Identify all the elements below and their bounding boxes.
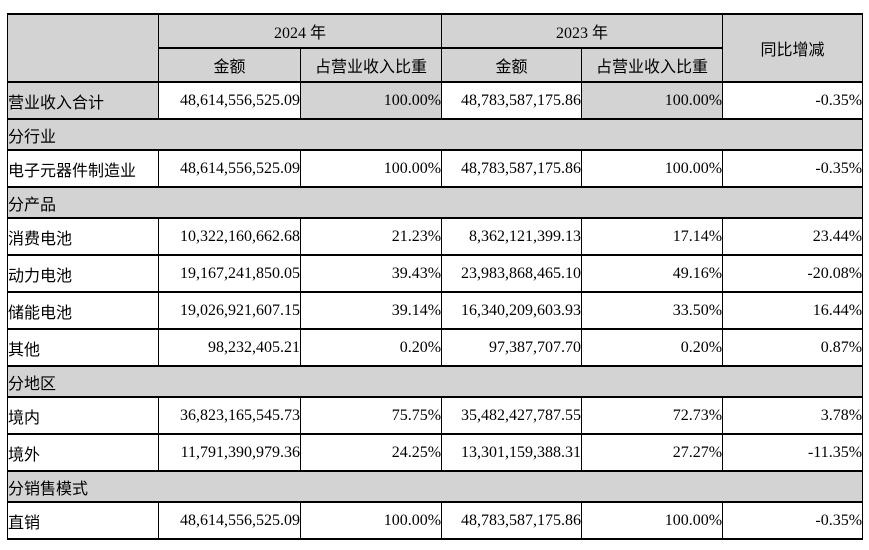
amount-2024: 48,614,556,525.09 xyxy=(158,81,301,120)
amount-2023: 48,783,587,175.86 xyxy=(441,149,583,188)
table-body: 营业收入合计 48,614,556,525.09 100.00% 48,783,587… xyxy=(6,81,864,540)
header-ratio-2024: 占营业收入比重 xyxy=(299,47,443,83)
header-amount-2024: 金额 xyxy=(158,47,301,83)
ratio-2023: 100.00% xyxy=(581,149,724,188)
ratio-2023: 17.14% xyxy=(581,217,724,256)
table-row: 其他 98,232,405.21 0.20% 97,387,707.70 0.20% 0.… xyxy=(7,328,864,367)
yoy-change: -0.35% xyxy=(722,501,864,540)
amount-2024: 19,026,921,607.15 xyxy=(158,291,301,330)
amount-2024: 98,232,405.21 xyxy=(158,328,301,367)
ratio-2023: 100.00% xyxy=(581,81,724,120)
ratio-2024: 24.25% xyxy=(299,433,443,472)
yoy-change: 3.78% xyxy=(722,396,864,435)
ratio-2024: 39.14% xyxy=(299,291,443,330)
table-row: 营业收入合计 48,614,556,525.09 100.00% 48,783,587… xyxy=(7,81,864,120)
section-label: 分产品 xyxy=(6,186,864,219)
ratio-2024: 100.00% xyxy=(299,149,443,188)
header-year-2024: 2024 年 xyxy=(157,13,443,49)
amount-2024: 48,614,556,525.09 xyxy=(158,149,301,188)
table-row: 电子元器件制造业 48,614,556,525.09 100.00% 48,783,5… xyxy=(7,149,864,188)
ratio-2024: 75.75% xyxy=(299,396,443,435)
yoy-change: -0.35% xyxy=(722,149,864,188)
amount-2023: 8,362,121,399.13 xyxy=(441,217,583,256)
amount-2024: 19,167,241,850.05 xyxy=(158,254,301,293)
table-row: 境内 36,823,165,545.73 75.75% 35,482,427,787.… xyxy=(7,396,864,435)
row-label: 消费电池 xyxy=(7,217,159,256)
header-amount-2023: 金额 xyxy=(441,47,583,83)
ratio-2024: 21.23% xyxy=(299,217,443,256)
table-row: 直销 48,614,556,525.09 100.00% 48,783,587,175… xyxy=(7,501,864,540)
ratio-2023: 100.00% xyxy=(581,501,724,540)
ratio-2023: 49.16% xyxy=(581,254,724,293)
ratio-2024: 39.43% xyxy=(299,254,443,293)
ratio-2023: 33.50% xyxy=(581,291,724,330)
amount-2023: 13,301,159,388.31 xyxy=(441,433,583,472)
revenue-breakdown-table: 2024 年 2023 年 同比增减 金额 占营业收入比重 金额 占营业收入比重… xyxy=(6,13,864,540)
row-label: 境外 xyxy=(7,433,159,472)
header-row-metrics: 金额 占营业收入比重 金额 占营业收入比重 xyxy=(8,47,863,83)
row-label: 直销 xyxy=(7,501,159,540)
yoy-change: 23.44% xyxy=(722,217,864,256)
ratio-2024: 0.20% xyxy=(299,328,443,367)
table-row: 储能电池 19,026,921,607.15 39.14% 16,340,209,60… xyxy=(7,291,864,330)
amount-2023: 97,387,707.70 xyxy=(441,328,583,367)
section-row: 分地区 xyxy=(6,365,864,398)
ratio-2024: 100.00% xyxy=(299,501,443,540)
yoy-change: 0.87% xyxy=(722,328,864,367)
table-row: 动力电池 19,167,241,850.05 39.43% 23,983,868,46… xyxy=(7,254,864,293)
header-year-2023: 2023 年 xyxy=(441,13,724,49)
header-row-years: 2024 年 2023 年 同比增减 xyxy=(7,13,864,83)
section-row: 分行业 xyxy=(6,118,864,151)
section-label: 分地区 xyxy=(6,365,864,398)
section-label: 分销售模式 xyxy=(6,470,864,503)
row-label: 其他 xyxy=(7,328,159,367)
table-row: 境外 11,791,390,979.36 24.25% 13,301,159,388.… xyxy=(7,433,864,472)
yoy-change: -20.08% xyxy=(722,254,864,293)
row-label: 境内 xyxy=(7,396,159,435)
section-row: 分产品 xyxy=(6,186,864,219)
header-blank-cell xyxy=(7,13,159,83)
ratio-2024: 100.00% xyxy=(299,81,443,120)
header-ratio-2023: 占营业收入比重 xyxy=(581,47,724,83)
amount-2024: 36,823,165,545.73 xyxy=(158,396,301,435)
row-label: 动力电池 xyxy=(7,254,159,293)
amount-2023: 48,783,587,175.86 xyxy=(441,81,583,120)
amount-2023: 16,340,209,603.93 xyxy=(441,291,583,330)
amount-2023: 23,983,868,465.10 xyxy=(441,254,583,293)
table-row: 消费电池 10,322,160,662.68 21.23% 8,362,121,399… xyxy=(7,217,864,256)
amount-2023: 48,783,587,175.86 xyxy=(441,501,583,540)
header-yoy-change: 同比增减 xyxy=(722,13,864,83)
row-label: 电子元器件制造业 xyxy=(7,149,159,188)
ratio-2023: 72.73% xyxy=(581,396,724,435)
section-label: 分行业 xyxy=(6,118,864,151)
amount-2024: 11,791,390,979.36 xyxy=(158,433,301,472)
ratio-2023: 27.27% xyxy=(581,433,724,472)
yoy-change: -0.35% xyxy=(722,81,864,120)
ratio-2023: 0.20% xyxy=(581,328,724,367)
amount-2024: 48,614,556,525.09 xyxy=(158,501,301,540)
row-label: 储能电池 xyxy=(7,291,159,330)
amount-2024: 10,322,160,662.68 xyxy=(158,217,301,256)
section-row: 分销售模式 xyxy=(6,470,864,503)
amount-2023: 35,482,427,787.55 xyxy=(441,396,583,435)
row-label: 营业收入合计 xyxy=(7,81,159,120)
yoy-change: -11.35% xyxy=(722,433,864,472)
yoy-change: 16.44% xyxy=(722,291,864,330)
